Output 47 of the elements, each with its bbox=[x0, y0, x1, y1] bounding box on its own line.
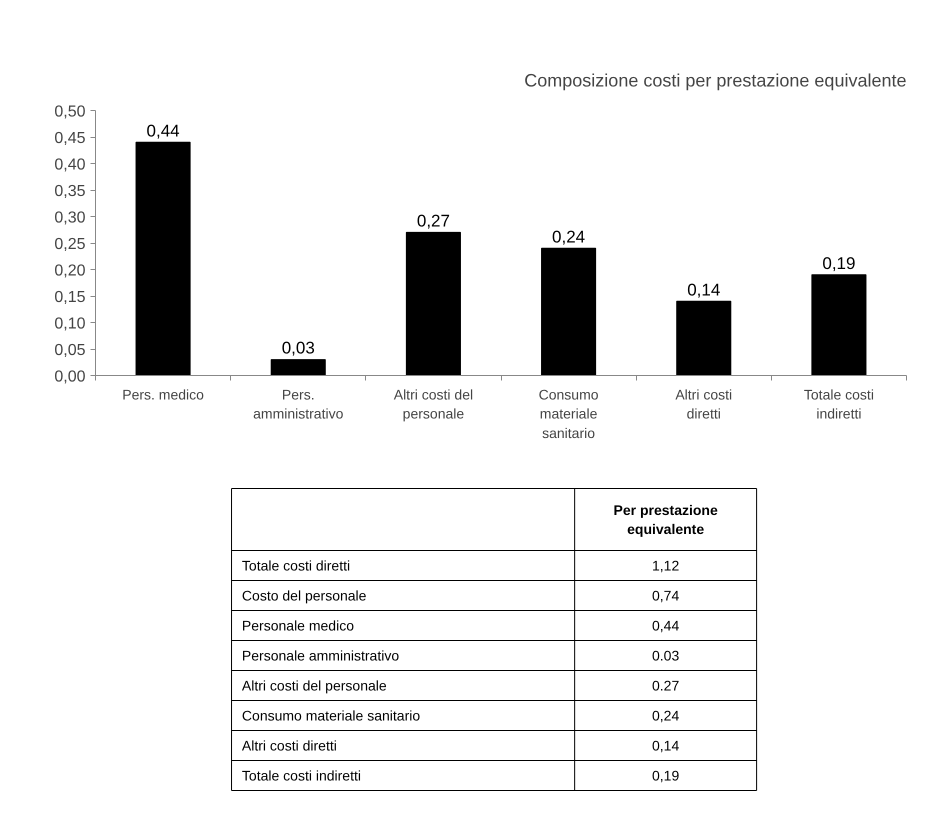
x-tick-label: Consumo materiale sanitario bbox=[538, 386, 599, 441]
y-tick-label: 0,00 bbox=[54, 368, 86, 386]
category-label: Totale costi indiretti bbox=[242, 768, 361, 784]
text: 0,19 bbox=[652, 768, 680, 784]
y-tick-label: 0,45 bbox=[54, 130, 86, 147]
data-label: 0,19 bbox=[822, 254, 856, 273]
bar bbox=[406, 232, 461, 376]
category-label: Personale medico bbox=[242, 618, 354, 634]
text: 0.27 bbox=[652, 678, 680, 694]
category-label: Altri costi diretti bbox=[242, 738, 337, 754]
bar bbox=[136, 142, 191, 376]
text: Per prestazione equivalente bbox=[613, 502, 718, 538]
x-tick-label: Totale costi indiretti bbox=[804, 386, 874, 422]
y-tick-label: 0,15 bbox=[54, 289, 86, 306]
category-label: Costo del personale bbox=[242, 588, 367, 604]
y-tick-label: 0,40 bbox=[54, 156, 86, 174]
bar bbox=[541, 248, 596, 376]
y-tick-label: 0,25 bbox=[54, 236, 86, 253]
x-tick-label: Pers. amministrativo bbox=[253, 386, 344, 422]
data-label: 0,44 bbox=[146, 121, 180, 140]
data-label: 0,27 bbox=[416, 211, 450, 230]
category-label: Consumo materiale sanitario bbox=[242, 708, 420, 724]
text: 0,44 bbox=[652, 618, 680, 634]
x-tick-label: Altri costi diretti bbox=[675, 386, 732, 422]
chart-title: Composizione costi per prestazione equivalente bbox=[524, 70, 906, 90]
data-label: 0,24 bbox=[552, 227, 586, 246]
text: 0,14 bbox=[652, 738, 680, 754]
x-tick-label: Pers. medico bbox=[122, 386, 204, 402]
y-tick-label: 0,30 bbox=[54, 210, 86, 226]
category-label: Personale amministrativo bbox=[242, 648, 400, 664]
bar bbox=[811, 274, 866, 376]
y-tick-label: 0,35 bbox=[54, 183, 86, 200]
x-tick-label: Altri costi del personale bbox=[394, 386, 474, 422]
category-label: Totale costi diretti bbox=[242, 558, 350, 574]
y-tick-label: 0,05 bbox=[54, 342, 86, 359]
y-tick-label: 0,10 bbox=[54, 316, 86, 332]
text: 1,12 bbox=[652, 558, 680, 574]
y-tick-label: 0,20 bbox=[54, 262, 86, 280]
text: 0,24 bbox=[652, 708, 680, 724]
y-tick-label: 0,50 bbox=[54, 104, 86, 120]
bar bbox=[676, 300, 732, 376]
data-label: 0,03 bbox=[282, 338, 315, 358]
bar bbox=[270, 359, 326, 376]
data-label: 0,14 bbox=[687, 280, 720, 300]
text: 0,74 bbox=[652, 588, 680, 604]
category-label: Altri costi del personale bbox=[242, 678, 387, 694]
text: 0.03 bbox=[652, 648, 680, 664]
